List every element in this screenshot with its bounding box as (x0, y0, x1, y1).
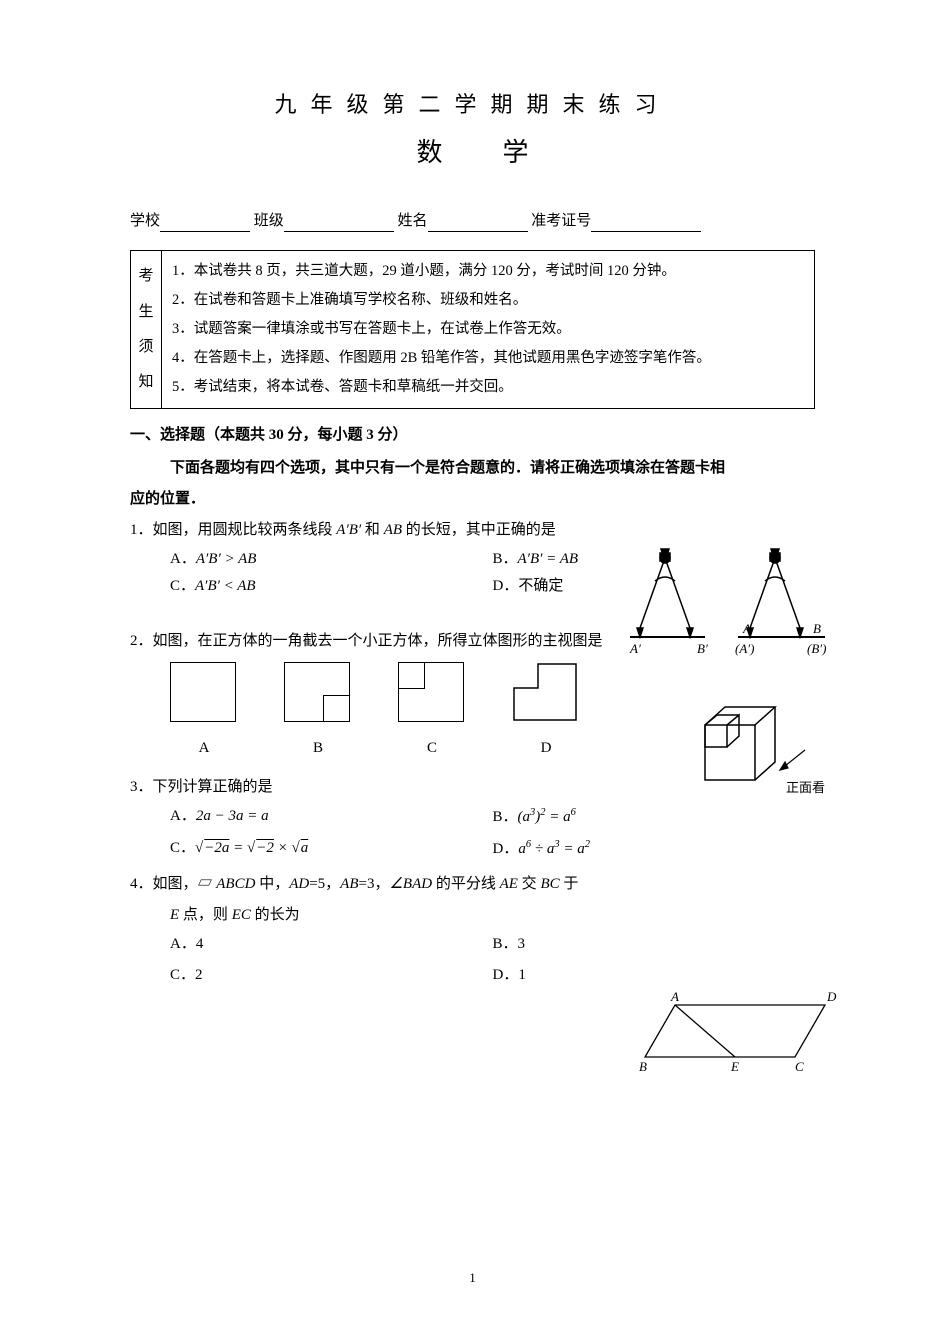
q1-seg2: AB (384, 522, 402, 538)
ticket-blank (591, 213, 701, 232)
svg-text:D: D (826, 989, 837, 1004)
student-info-line: 学校 班级 姓名 准考证号 (130, 211, 815, 232)
title-main: 九年级第二学期期末练习 (130, 90, 815, 121)
ticket-label: 准考证号 (531, 213, 591, 229)
q3-opt-b: B．(a3)2 = a6 (493, 806, 816, 828)
q2-opt-d: D (512, 662, 580, 759)
q3-text: 3．下列计算正确的是 (130, 779, 273, 795)
section-1-sub-line2: 应的位置． (130, 489, 815, 510)
school-blank (160, 213, 250, 232)
section-1-sub-line1: 下面各题均有四个选项，其中只有一个是符合题意的．请将正确选项填涂在答题卡相 (170, 460, 725, 476)
class-blank (284, 213, 394, 232)
q4-opt-a: A．4 (170, 934, 493, 955)
q4-opt-c: C．2 (170, 965, 493, 986)
q1-seg1: A′B′ (336, 522, 361, 538)
class-label: 班级 (254, 213, 284, 229)
q1-text-prefix: 1．如图，用圆规比较两条线段 (130, 522, 336, 538)
notice-content: 1．本试卷共 8 页，共三道大题，29 道小题，满分 120 分，考试时间 12… (162, 251, 814, 408)
section-1-head: 一、选择题（本题共 30 分，每小题 3 分） (130, 425, 815, 446)
svg-text:E: E (730, 1059, 739, 1074)
notice-side-char: 生 (138, 302, 153, 323)
q1-opt-c: C．A′B′ < AB (170, 576, 493, 597)
q4-options: A．4 B．3 C．2 D．1 (170, 934, 815, 986)
notice-item: 5．考试结束，将本试卷、答题卡和草稿纸一并交回。 (172, 373, 804, 402)
q4-line1: 4．如图，▱ ABCD 中，AD=5，AB=3，∠BAD 的平分线 AE 交 B… (130, 876, 578, 892)
exam-page: 九年级第二学期期末练习 数学 学校 班级 姓名 准考证号 考 生 须 知 1．本… (0, 0, 945, 1337)
svg-text:C: C (795, 1059, 804, 1074)
q3-opt-a: A．2a − 3a = a (170, 806, 493, 828)
notice-item: 1．本试卷共 8 页，共三道大题，29 道小题，满分 120 分，考试时间 12… (172, 257, 804, 286)
notice-box: 考 生 须 知 1．本试卷共 8 页，共三道大题，29 道小题，满分 120 分… (130, 250, 815, 409)
question-4: 4．如图，▱ ABCD 中，AD=5，AB=3，∠BAD 的平分线 AE 交 B… (130, 874, 815, 986)
q2-opt-c: C (398, 662, 466, 759)
page-number: 1 (0, 1269, 945, 1287)
q4-line2: EE 点，则 点，则 EC 的长为 (170, 905, 815, 926)
notice-side-char: 考 (138, 266, 153, 287)
notice-side-char: 知 (138, 372, 153, 393)
name-blank (428, 213, 528, 232)
q4-figure: A D B E C (635, 987, 845, 1077)
title-subject: 数学 (130, 135, 815, 171)
svg-text:B: B (639, 1059, 647, 1074)
name-label: 姓名 (398, 213, 428, 229)
notice-side: 考 生 须 知 (131, 251, 162, 408)
q1-text-suffix: 的长短，其中正确的是 (402, 522, 556, 538)
q4-opt-b: B．3 (493, 934, 816, 955)
q2-opt-a: A (170, 662, 238, 759)
q2-opt-b: B (284, 662, 352, 759)
notice-item: 4．在答题卡上，选择题、作图题用 2B 铅笔作答，其他试题用黑色字迹签字笔作答。 (172, 344, 804, 373)
q3-opt-d: D．a6 ÷ a3 = a2 (493, 838, 816, 860)
q4-opt-d: D．1 (493, 965, 816, 986)
q2-text: 2．如图，在正方体的一角截去一个小正方体，所得立体图形的主视图是 (130, 633, 603, 649)
q1-opt-a: A．A′B′ > AB (170, 549, 493, 570)
q1-text-mid: 和 (361, 522, 384, 538)
notice-side-char: 须 (138, 337, 153, 358)
question-3: 3．下列计算正确的是 A．2a − 3a = a B．(a3)2 = a6 C．… (130, 777, 815, 860)
notice-item: 3．试题答案一律填涂或书写在答题卡上，在试卷上作答无效。 (172, 315, 804, 344)
school-label: 学校 (130, 213, 160, 229)
q3-options: A．2a − 3a = a B．(a3)2 = a6 C．√−2a = √−2 … (170, 806, 815, 860)
svg-text:A: A (670, 989, 679, 1004)
q3-opt-c: C．√−2a = √−2 × √a (170, 838, 493, 860)
section-1-sub: 下面各题均有四个选项，其中只有一个是符合题意的．请将正确选项填涂在答题卡相 (170, 454, 815, 483)
notice-item: 2．在试卷和答题卡上准确填写学校名称、班级和姓名。 (172, 286, 804, 315)
